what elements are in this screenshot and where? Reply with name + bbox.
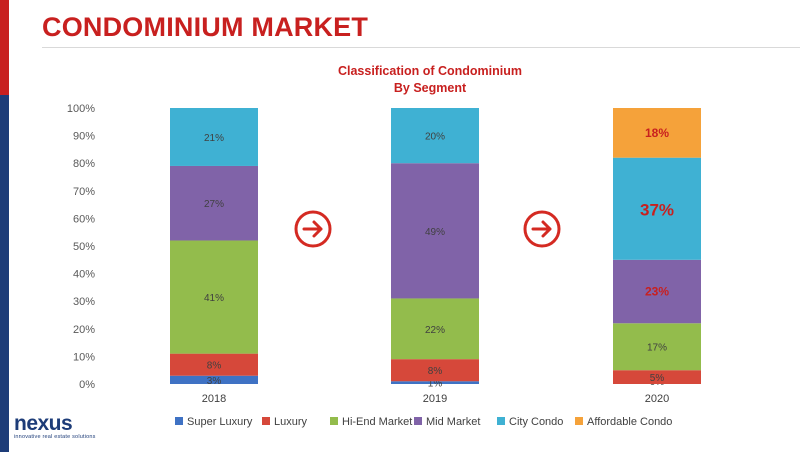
bar-segment — [613, 108, 701, 158]
legend-label: Super Luxury — [187, 416, 253, 428]
accent-bar-red — [0, 0, 9, 95]
data-label: 3% — [207, 376, 222, 387]
title-divider — [42, 47, 800, 48]
data-label: 20% — [425, 132, 445, 143]
y-tick-label: 30% — [73, 296, 95, 308]
arrow-right-icon — [531, 220, 552, 238]
data-label: 21% — [204, 133, 224, 144]
data-label: 5% — [650, 373, 665, 384]
bar-segment — [391, 163, 479, 299]
bar-segment — [391, 298, 479, 360]
arrow-circle-icon — [523, 210, 561, 248]
bar-segment — [170, 353, 258, 376]
bar-segment — [170, 108, 258, 166]
nexus-logo: nexus innovative real estate solutions — [14, 412, 96, 440]
chart-subtitle: By Segment — [393, 81, 467, 95]
bar-segment — [170, 240, 258, 354]
x-tick-label: 2020 — [645, 393, 669, 405]
legend-swatch — [497, 417, 505, 425]
y-tick-label: 10% — [73, 351, 95, 363]
legend-swatch — [262, 417, 270, 425]
data-label: 17% — [647, 343, 667, 354]
arrow-right-icon — [302, 220, 323, 238]
data-label: 8% — [428, 366, 443, 377]
x-tick-label: 2019 — [423, 393, 447, 405]
legend-swatch — [175, 417, 183, 425]
arrow-circle-icon — [294, 210, 332, 248]
chart-title-block: Classification of Condominium By Segment — [300, 63, 560, 97]
bar-segment — [391, 108, 479, 164]
legend-swatch — [575, 417, 583, 425]
bar-segment — [613, 370, 701, 384]
y-tick-label: 80% — [73, 158, 95, 170]
bar-segment — [613, 259, 701, 324]
data-label: 49% — [425, 227, 445, 238]
y-tick-label: 40% — [73, 269, 95, 281]
legend-label: Hi-End Market — [342, 416, 412, 428]
y-tick-label: 20% — [73, 324, 95, 336]
bar-segment — [613, 323, 701, 371]
chart-title: Classification of Condominium — [337, 64, 523, 78]
data-label: 1% — [428, 379, 443, 390]
legend-label: Affordable Condo — [587, 416, 672, 428]
bar-segment — [613, 157, 701, 260]
legend-swatch — [330, 417, 338, 425]
logo-wordmark: nexus — [14, 412, 73, 435]
data-label: 23% — [645, 285, 669, 299]
data-label: 37% — [640, 201, 674, 220]
y-tick-label: 70% — [73, 186, 95, 198]
y-tick-label: 60% — [73, 213, 95, 225]
data-label: 22% — [425, 325, 445, 336]
bar-segment — [391, 381, 479, 384]
legend-label: Mid Market — [426, 416, 480, 428]
page-title: CONDOMINIUM MARKET — [42, 12, 369, 42]
accent-bar-blue — [0, 95, 9, 452]
data-label: 41% — [204, 293, 224, 304]
data-label: 27% — [204, 199, 224, 210]
legend-swatch — [414, 417, 422, 425]
y-tick-label: 100% — [67, 103, 95, 115]
data-label: 18% — [645, 126, 669, 140]
bar-segment — [391, 359, 479, 382]
x-tick-label: 2018 — [202, 393, 226, 405]
bar-segment — [170, 165, 258, 241]
y-tick-label: 0% — [79, 379, 95, 391]
data-label: 8% — [207, 361, 222, 372]
logo-tagline: innovative real estate solutions — [14, 434, 96, 440]
bar-segment — [170, 375, 258, 384]
legend-label: Luxury — [274, 416, 308, 428]
y-tick-label: 90% — [73, 131, 95, 143]
legend-label: City Condo — [509, 416, 563, 428]
y-tick-label: 50% — [73, 241, 95, 253]
